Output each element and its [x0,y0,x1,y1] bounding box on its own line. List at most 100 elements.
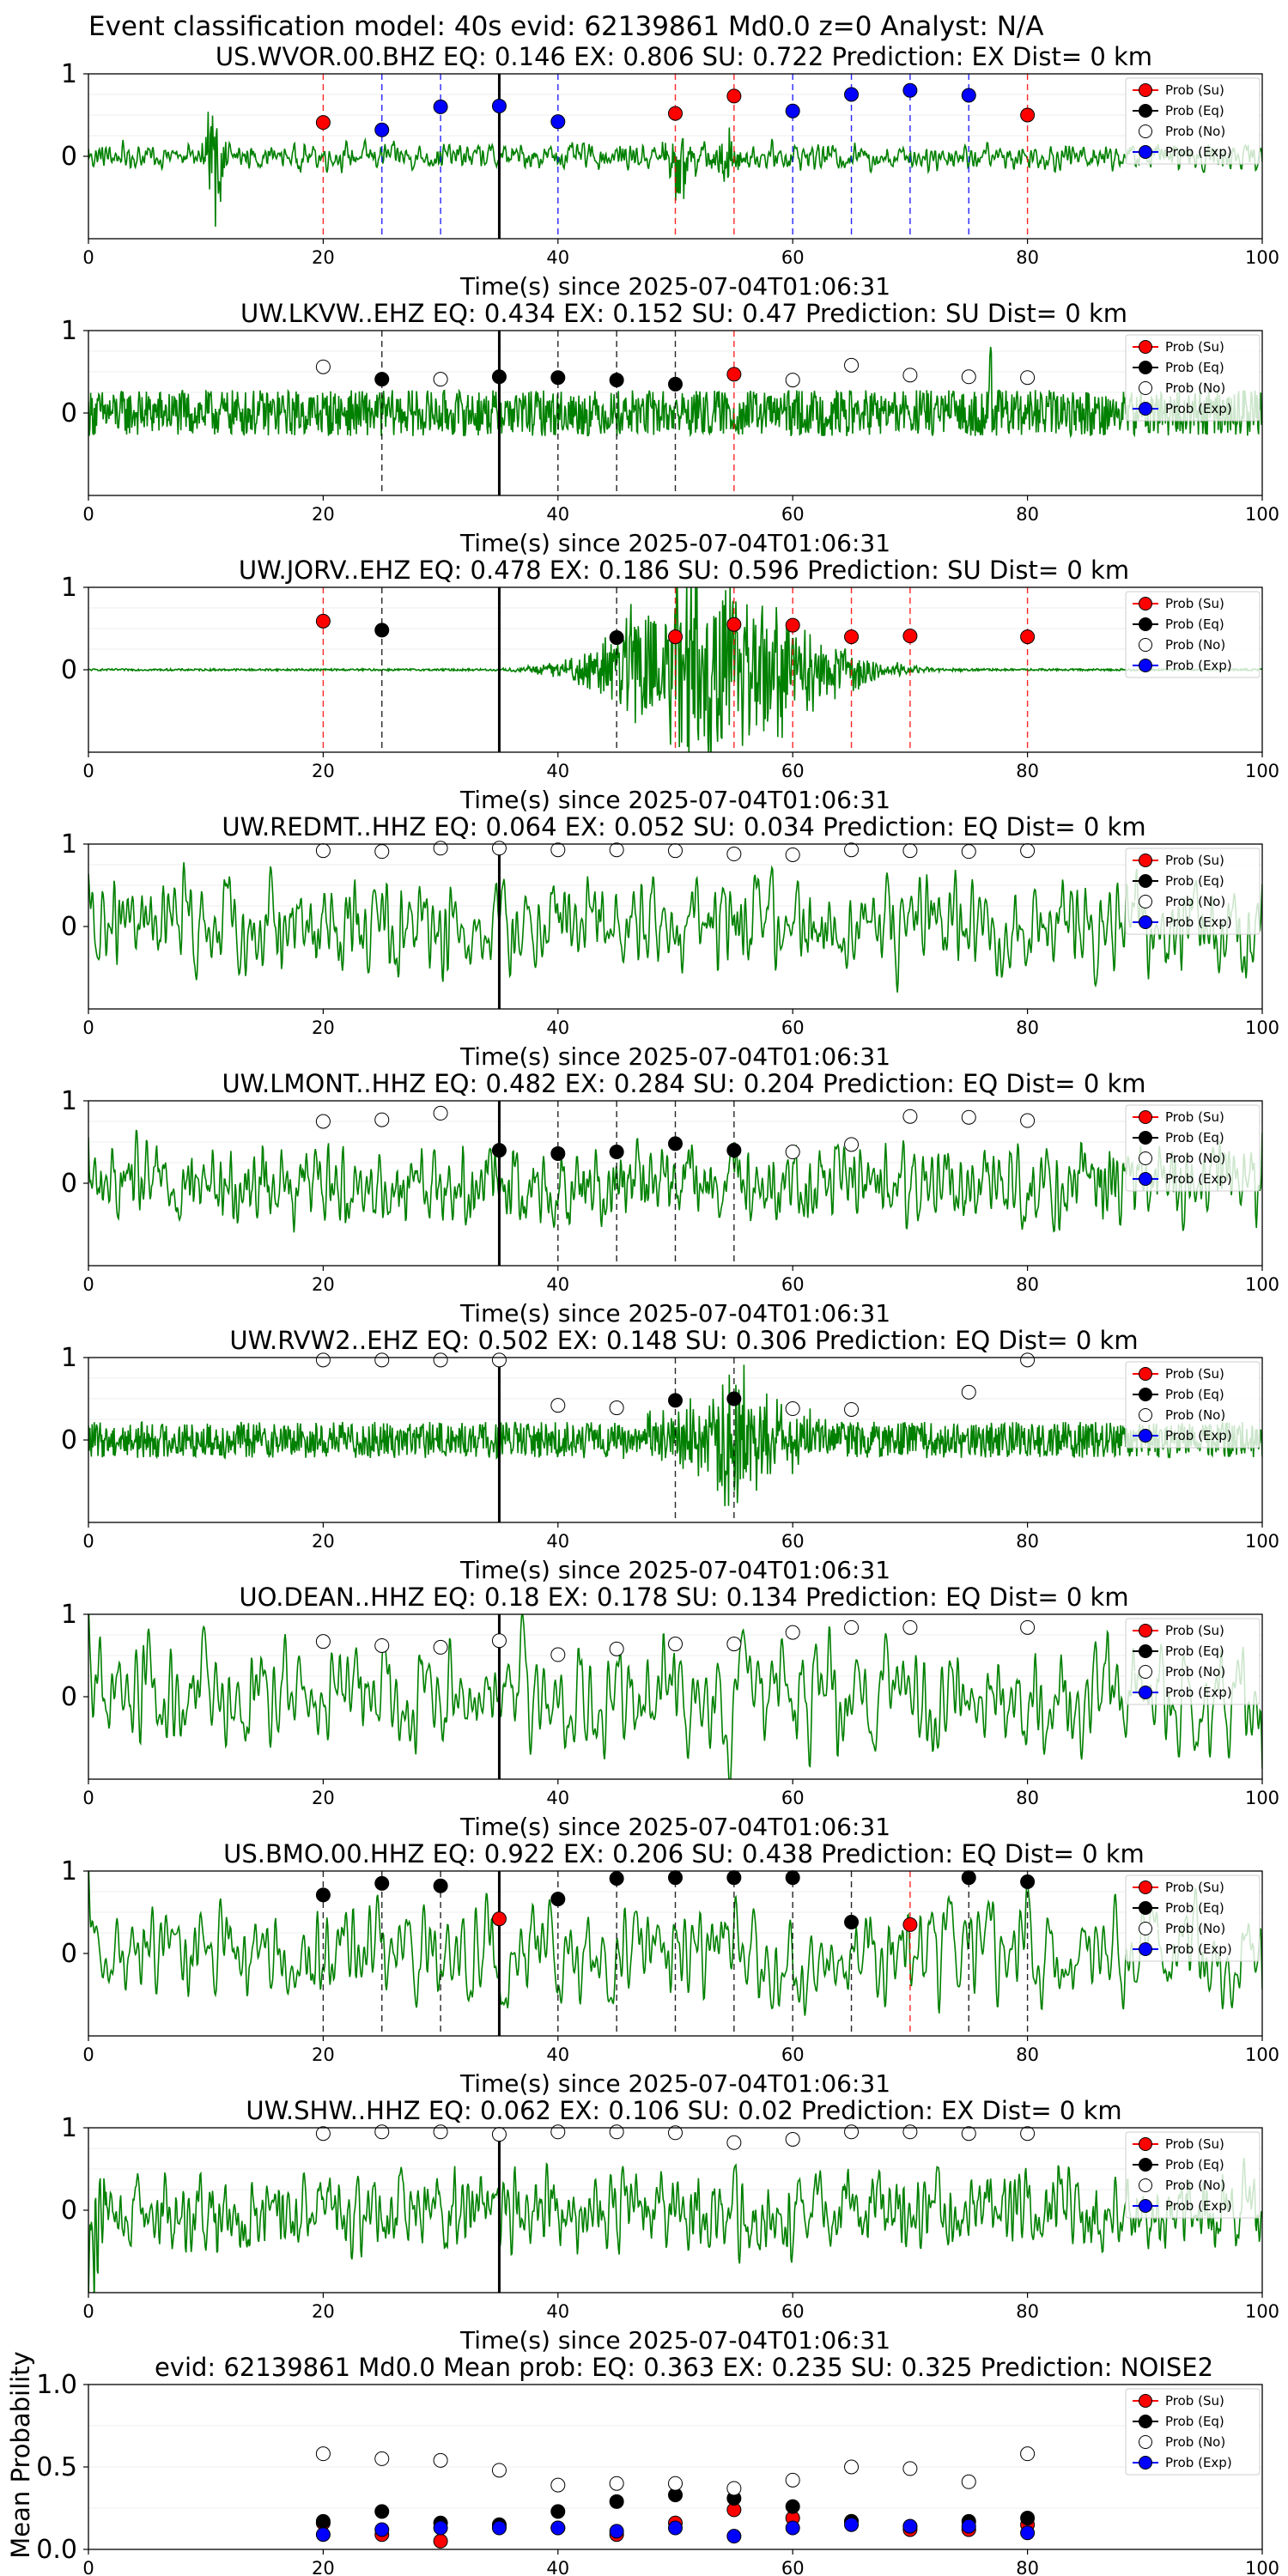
legend-label: Prob (No) [1165,2178,1225,2193]
legend-marker [1139,915,1152,929]
axes-frame [88,73,1263,240]
legend-label: Prob (No) [1165,380,1225,396]
panel-title: UW.JORV..EHZ EQ: 0.478 EX: 0.186 SU: 0.5… [239,556,1129,585]
x-tick-label: 60 [781,504,805,525]
legend-marker [1139,104,1152,118]
mean-prob-point-exp [315,2527,331,2543]
panel-title: US.WVOR.00.BHZ EQ: 0.146 EX: 0.806 SU: 0… [216,42,1152,71]
prob-marker-no [785,2131,800,2147]
legend-marker [1139,2158,1152,2172]
x-tick-label: 20 [312,1274,335,1295]
prob-marker-exp [785,103,800,118]
legend-label: Prob (Eq) [1165,1387,1224,1402]
x-tick-label: 80 [1016,247,1039,268]
legend-label: Prob (Su) [1165,2136,1224,2152]
axes-frame [88,1357,1263,1523]
legend-marker [1139,2394,1152,2408]
prob-marker-no [1020,1619,1036,1635]
prob-marker-no [1020,370,1036,386]
prob-marker-exp [433,99,448,114]
prob-marker-su [1020,107,1036,123]
legend-marker [1139,1686,1152,1699]
y-tick-label: 1 [61,1086,77,1116]
x-tick-label: 0 [82,2044,94,2065]
x-tick-label: 60 [781,1531,805,1552]
prob-marker-no [668,843,683,859]
prob-marker-eq [668,1870,683,1886]
legend-label: Prob (Su) [1165,596,1224,611]
panel-title: evid: 62139861 Md0.0 Mean prob: EQ: 0.36… [155,2353,1213,2382]
mean-prob-point-eq [785,2499,800,2514]
prob-marker-no [961,2126,976,2142]
mean-prob-point-no [491,2463,507,2478]
prob-marker-eq [374,623,390,638]
x-tick-label: 80 [1016,1788,1039,1808]
x-tick-label: 20 [312,761,335,781]
prob-marker-no [433,372,448,387]
prob-marker-no [550,1398,566,1413]
x-axis-label: Time(s) since 2025-07-04T01:06:31 [459,1556,890,1584]
mean-prob-point-no [844,2459,860,2475]
prob-marker-no [433,1639,448,1655]
x-tick-label: 40 [546,2558,569,2576]
panel-5: 0 20 40 60 80 100 1 0 Time(s) since 2025-07-04T0… [61,1069,1279,1327]
legend-marker [1139,617,1152,631]
x-tick-label: 80 [1016,2301,1039,2322]
legend-label: Prob (No) [1165,1151,1225,1166]
legend: Prob (Su) Prob (Eq) Prob (No) Prob (Exp) [1125,2131,1261,2219]
y-tick-label: 1 [61,59,77,89]
x-axis-label: Time(s) since 2025-07-04T01:06:31 [459,2069,890,2098]
legend-label: Prob (Eq) [1165,1900,1224,1916]
y-tick-label: 1 [61,2113,77,2143]
prob-marker-no [1020,1113,1036,1128]
legend-label: Prob (Eq) [1165,873,1224,889]
y-tick-label: 0 [61,398,77,428]
mean-prob-point-no [726,2481,742,2496]
figure-suptitle: Event classification model: 40s evid: 62… [88,11,1044,42]
legend-label: Prob (Exp) [1165,1941,1232,1957]
x-tick-label: 40 [546,1531,569,1552]
prob-marker-eq [609,373,624,388]
axes-frame [88,586,1263,753]
legend-marker [1139,597,1152,611]
panel-6: 0 20 40 60 80 100 1 0 Time(s) since 2025-07-04T0… [61,1326,1279,1584]
prob-marker-no [785,1625,800,1640]
panel-title: UW.LKVW..EHZ EQ: 0.434 EX: 0.152 SU: 0.4… [240,299,1127,328]
legend-label: Prob (Exp) [1165,658,1232,673]
y-tick-label: 0.5 [36,2452,77,2482]
prob-marker-su [726,617,742,632]
panel-title: UO.DEAN..HHZ EQ: 0.18 EX: 0.178 SU: 0.13… [239,1583,1128,1612]
legend-marker [1139,1880,1152,1894]
legend-marker [1139,83,1152,97]
prob-marker-exp [961,88,976,103]
legend-frame [1125,2131,1261,2219]
legend-marker [1139,1901,1152,1915]
legend-frame [1125,1618,1261,1705]
x-tick-label: 40 [546,247,569,268]
prob-marker-no [902,368,918,383]
legend-marker [1139,659,1152,672]
legend-label: Prob (Eq) [1165,617,1224,632]
prob-marker-su [785,617,800,633]
prob-marker-no [785,847,800,862]
prob-marker-eq [844,1915,860,1930]
legend-label: Prob (Eq) [1165,1130,1224,1145]
x-tick-label: 0 [82,504,94,525]
x-tick-label: 0 [82,761,94,781]
prob-marker-no [902,1619,918,1635]
prob-marker-su [491,1911,507,1927]
prob-marker-su [726,88,742,104]
x-tick-label: 80 [1016,761,1039,781]
prob-marker-exp [844,87,860,102]
legend-marker [1139,1644,1152,1658]
legend-label: Prob (Eq) [1165,360,1224,375]
mean-prob-point-no [315,2446,331,2462]
prob-marker-no [785,1145,800,1160]
prob-marker-no [433,1352,448,1368]
legend: Prob (Su) Prob (Eq) Prob (No) Prob (Exp) [1125,2388,1261,2476]
axes-frame [88,1870,1263,2037]
x-tick-label: 20 [312,2044,335,2065]
legend-marker [1139,1110,1152,1124]
mean-prob-point-eq [550,2504,566,2519]
